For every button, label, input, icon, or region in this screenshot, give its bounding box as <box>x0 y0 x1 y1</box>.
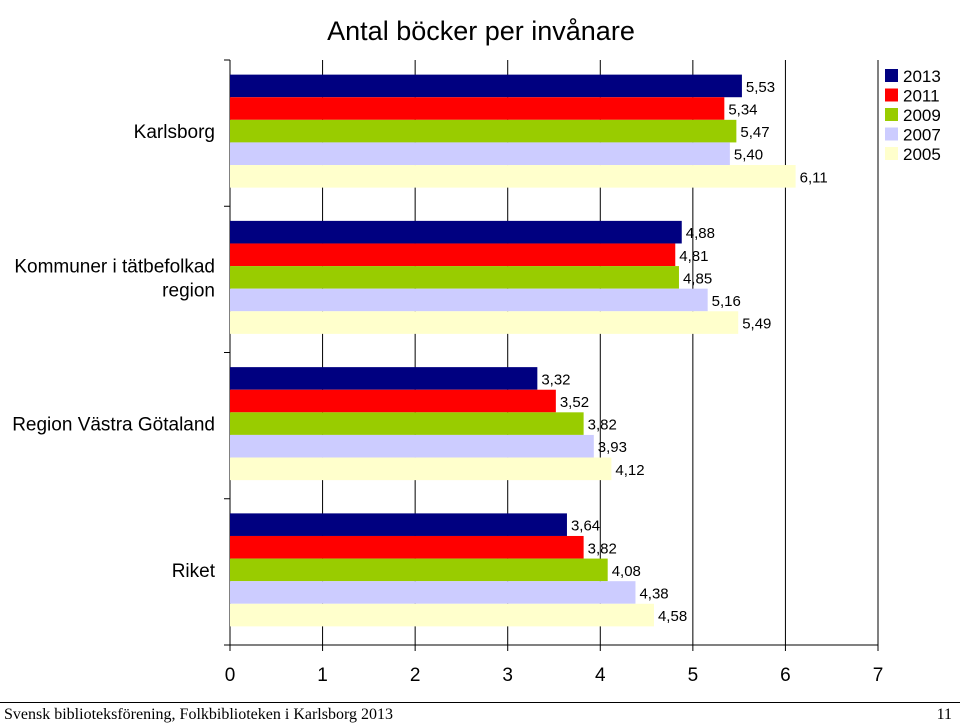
page-number: 11 <box>936 706 952 723</box>
data-label: 6,11 <box>800 169 828 186</box>
data-label: 4,88 <box>686 225 715 242</box>
data-label: 5,53 <box>746 79 775 96</box>
chart-title: Antal böcker per invånare <box>327 16 635 46</box>
data-label: 3,64 <box>571 518 600 535</box>
x-tick-label: 1 <box>317 665 328 686</box>
bar <box>230 311 739 334</box>
legend-label: 2009 <box>903 106 941 125</box>
data-label: 4,58 <box>658 608 687 625</box>
x-tick-label: 0 <box>225 665 236 686</box>
category-label: region <box>162 280 215 301</box>
data-label: 3,82 <box>588 540 617 557</box>
bar <box>230 581 636 604</box>
bar <box>230 558 608 582</box>
bar <box>230 603 654 627</box>
data-label: 5,40 <box>734 147 763 164</box>
bar <box>230 457 612 481</box>
data-label: 3,52 <box>560 394 589 411</box>
x-tick-label: 6 <box>780 665 791 686</box>
bar <box>230 412 584 435</box>
data-label: 5,34 <box>728 102 757 119</box>
x-tick-label: 4 <box>595 665 606 686</box>
data-label: 5,49 <box>742 316 771 333</box>
bar <box>230 165 796 188</box>
bar <box>230 74 742 98</box>
data-label: 3,82 <box>588 417 617 434</box>
legend-swatch <box>885 147 898 160</box>
x-tick-label: 7 <box>873 665 884 686</box>
bar <box>230 434 594 458</box>
legend-label: 2013 <box>903 67 941 86</box>
bar <box>230 97 725 120</box>
legend-swatch <box>885 69 898 82</box>
data-label: 3,93 <box>598 439 627 456</box>
data-label: 4,38 <box>639 585 668 602</box>
legend-swatch <box>885 108 898 121</box>
data-label: 4,12 <box>615 462 644 479</box>
legend-swatch <box>885 88 898 102</box>
bar <box>230 513 567 536</box>
bar <box>230 535 584 559</box>
bar-chart: 0 1 2 3 4 5 6 7 Karlsborg 5,53 5,34 5,47 5,40 6,11 Kom… <box>12 16 941 686</box>
category-label: Region Västra Götaland <box>12 415 215 436</box>
footer-divider <box>0 702 960 703</box>
legend-swatch <box>885 127 898 141</box>
data-label: 4,08 <box>612 563 641 580</box>
x-tick-label: 5 <box>688 665 699 686</box>
category-label: Kommuner i tätbefolkad <box>14 256 215 277</box>
bar <box>230 266 679 289</box>
x-tick-label: 2 <box>410 665 421 686</box>
bar <box>230 288 708 312</box>
legend-label: 2005 <box>903 145 941 164</box>
bar <box>230 220 682 244</box>
footer-source: Svensk biblioteksförening, Folkbibliotek… <box>4 706 394 723</box>
data-label: 5,47 <box>740 124 769 141</box>
x-tick-label: 3 <box>502 665 513 686</box>
data-label: 4,85 <box>683 270 712 287</box>
data-label: 3,32 <box>541 371 570 388</box>
data-label: 5,16 <box>712 293 741 310</box>
category-label: Riket <box>172 561 216 582</box>
data-label: 4,81 <box>679 248 708 265</box>
legend-label: 2011 <box>903 87 940 106</box>
bar <box>230 243 676 267</box>
legend-label: 2007 <box>903 126 941 145</box>
bar <box>230 367 538 390</box>
category-label: Karlsborg <box>134 122 215 143</box>
bar <box>230 119 737 143</box>
bar <box>230 389 556 413</box>
bar <box>230 142 730 166</box>
